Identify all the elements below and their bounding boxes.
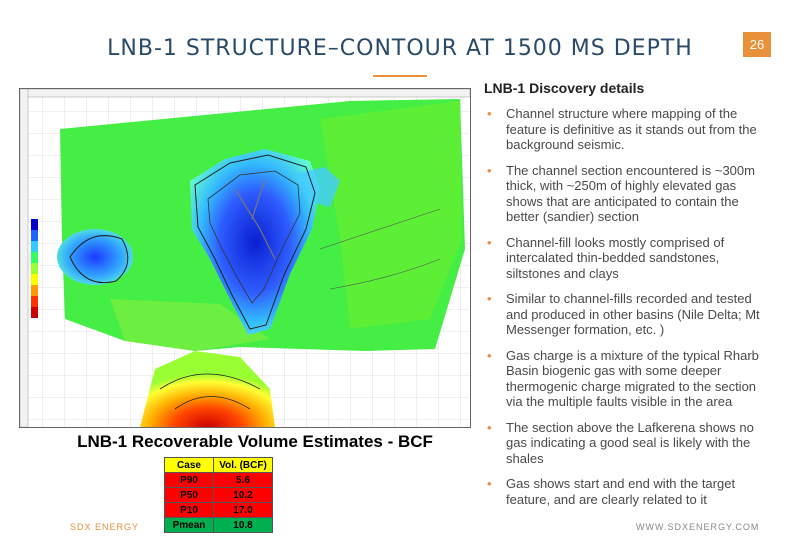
bullet-icon: •	[487, 162, 492, 178]
bullet-icon: •	[487, 419, 492, 435]
details-list: • Channel structure where mapping of the …	[484, 106, 774, 517]
case-cell: P50	[164, 487, 214, 503]
case-cell: P10	[164, 502, 214, 518]
list-item: • The channel section encountered is ~300…	[484, 163, 774, 225]
volume-cell: 5.6	[213, 472, 273, 488]
column-header-volume: Vol. (BCF)	[213, 457, 273, 473]
list-item-text: Channel-fill looks mostly comprised of i…	[506, 234, 725, 281]
contour-map-image	[19, 88, 471, 428]
bullet-icon: •	[487, 291, 492, 306]
list-item: • Gas shows start and end with the target…	[484, 476, 774, 507]
volume-cell: 10.2	[213, 487, 273, 503]
list-item-text: The section above the Lafkerena shows no…	[506, 419, 754, 466]
table-row: Pmean 10.8	[164, 517, 273, 533]
volume-cell: 17.0	[213, 502, 273, 518]
table-header-row: Case Vol. (BCF)	[164, 457, 273, 473]
slide-title: LNB-1 STRUCTURE–CONTOUR AT 1500 MS DEPTH	[107, 36, 693, 61]
contour-map-svg	[20, 89, 470, 427]
list-item: • Channel-fill looks mostly comprised of …	[484, 235, 774, 282]
volume-cell: 10.8	[213, 517, 273, 533]
table-row: P10 17.0	[164, 502, 273, 518]
volume-estimates-table: Case Vol. (BCF) P90 5.6 P50 10.2 P10 17.…	[164, 457, 273, 533]
bullet-icon: •	[487, 106, 492, 121]
page-number: 26	[743, 32, 771, 57]
list-item: • Similar to channel-fills recorded and t…	[484, 291, 774, 338]
list-item-text: Channel structure where mapping of the f…	[506, 106, 757, 152]
table-row: P50 10.2	[164, 487, 273, 503]
case-cell: P90	[164, 472, 214, 488]
bullet-icon: •	[487, 234, 492, 250]
list-item-text: Gas charge is a mixture of the typical R…	[506, 347, 759, 410]
bullet-icon: •	[487, 476, 492, 491]
column-header-case: Case	[164, 457, 214, 473]
details-heading: LNB-1 Discovery details	[484, 80, 645, 96]
list-item: • The section above the Lafkerena shows n…	[484, 420, 774, 467]
list-item-text: Gas shows start and end with the target …	[506, 476, 736, 507]
list-item-text: Similar to channel-fills recorded and te…	[506, 291, 760, 337]
list-item: • Channel structure where mapping of the …	[484, 106, 774, 153]
list-item-text: The channel section encountered is ~300m…	[506, 162, 755, 225]
case-cell: Pmean	[164, 517, 214, 533]
list-item: • Gas charge is a mixture of the typical …	[484, 348, 774, 410]
bullet-icon: •	[487, 347, 492, 363]
title-underline	[373, 75, 427, 77]
table-row: P90 5.6	[164, 472, 273, 488]
footer-company: SDX ENERGY	[70, 522, 140, 532]
footer-website: WWW.SDXENERGY.COM	[636, 522, 760, 532]
volume-estimates-title: LNB-1 Recoverable Volume Estimates - BCF	[77, 432, 433, 451]
